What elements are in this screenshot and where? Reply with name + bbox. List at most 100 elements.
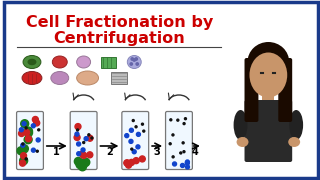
Circle shape — [136, 145, 140, 149]
Circle shape — [21, 143, 25, 147]
Circle shape — [31, 124, 35, 128]
Circle shape — [25, 127, 32, 135]
Ellipse shape — [127, 55, 141, 69]
Circle shape — [74, 158, 82, 165]
Circle shape — [20, 145, 28, 153]
Ellipse shape — [234, 110, 247, 140]
Circle shape — [20, 128, 23, 132]
Circle shape — [91, 137, 93, 139]
Circle shape — [81, 148, 85, 152]
Circle shape — [20, 153, 27, 159]
Ellipse shape — [51, 71, 69, 84]
Circle shape — [136, 63, 139, 65]
Circle shape — [183, 151, 185, 153]
Circle shape — [133, 59, 135, 61]
Circle shape — [87, 152, 93, 158]
Circle shape — [17, 147, 25, 155]
Circle shape — [22, 122, 26, 126]
Circle shape — [87, 135, 93, 141]
Circle shape — [185, 160, 189, 164]
Ellipse shape — [28, 59, 36, 65]
Circle shape — [75, 132, 79, 136]
Ellipse shape — [247, 42, 289, 82]
Circle shape — [177, 119, 179, 121]
Circle shape — [136, 132, 140, 136]
Circle shape — [31, 148, 36, 152]
Ellipse shape — [250, 53, 287, 98]
Text: 4: 4 — [191, 147, 198, 157]
Circle shape — [135, 126, 137, 128]
Circle shape — [125, 134, 129, 138]
Ellipse shape — [236, 137, 249, 147]
Circle shape — [32, 116, 38, 123]
Circle shape — [81, 159, 88, 167]
Circle shape — [185, 161, 189, 165]
FancyBboxPatch shape — [17, 111, 44, 170]
Ellipse shape — [23, 55, 41, 69]
Circle shape — [20, 157, 28, 165]
Ellipse shape — [288, 137, 300, 147]
Circle shape — [132, 120, 134, 122]
Circle shape — [184, 118, 187, 120]
Circle shape — [76, 161, 84, 169]
Circle shape — [135, 58, 138, 60]
Circle shape — [38, 129, 40, 131]
FancyBboxPatch shape — [244, 100, 292, 162]
Circle shape — [143, 130, 145, 132]
Circle shape — [36, 150, 38, 152]
Circle shape — [82, 158, 90, 166]
Circle shape — [124, 160, 130, 166]
Circle shape — [170, 119, 172, 121]
Circle shape — [76, 129, 79, 131]
Circle shape — [172, 134, 174, 136]
Circle shape — [132, 150, 136, 154]
Circle shape — [130, 63, 132, 65]
Circle shape — [25, 129, 33, 137]
Circle shape — [169, 143, 171, 145]
Circle shape — [131, 58, 133, 60]
Circle shape — [20, 160, 26, 166]
Circle shape — [79, 151, 85, 157]
Circle shape — [129, 159, 134, 165]
Circle shape — [182, 142, 184, 144]
Circle shape — [76, 142, 81, 146]
Circle shape — [21, 120, 29, 128]
Circle shape — [141, 123, 143, 125]
Ellipse shape — [77, 56, 91, 68]
Circle shape — [88, 134, 90, 136]
Circle shape — [78, 163, 86, 171]
Circle shape — [180, 152, 182, 154]
FancyBboxPatch shape — [100, 57, 116, 68]
Circle shape — [25, 158, 27, 160]
Text: Cell Fractionation by: Cell Fractionation by — [26, 15, 213, 30]
Circle shape — [24, 136, 32, 144]
Circle shape — [186, 165, 189, 169]
Text: 2: 2 — [106, 147, 113, 157]
Text: Centrifugation: Centrifugation — [53, 30, 185, 46]
Circle shape — [22, 143, 24, 145]
Circle shape — [19, 130, 25, 136]
Circle shape — [180, 163, 185, 167]
Circle shape — [133, 158, 139, 164]
Text: 3: 3 — [154, 147, 161, 157]
Circle shape — [183, 123, 185, 125]
Circle shape — [172, 156, 174, 158]
Circle shape — [84, 137, 88, 141]
Ellipse shape — [52, 56, 67, 68]
Circle shape — [131, 148, 133, 150]
FancyBboxPatch shape — [70, 111, 97, 170]
Circle shape — [129, 139, 133, 143]
FancyBboxPatch shape — [111, 72, 127, 84]
FancyBboxPatch shape — [244, 58, 259, 122]
Circle shape — [124, 160, 130, 166]
FancyBboxPatch shape — [278, 58, 292, 122]
Circle shape — [83, 141, 85, 143]
Circle shape — [125, 162, 132, 168]
Circle shape — [26, 136, 31, 142]
FancyBboxPatch shape — [262, 80, 274, 100]
Circle shape — [25, 127, 27, 129]
Circle shape — [74, 134, 80, 140]
Circle shape — [129, 128, 133, 132]
Ellipse shape — [77, 71, 99, 85]
FancyBboxPatch shape — [122, 111, 149, 170]
